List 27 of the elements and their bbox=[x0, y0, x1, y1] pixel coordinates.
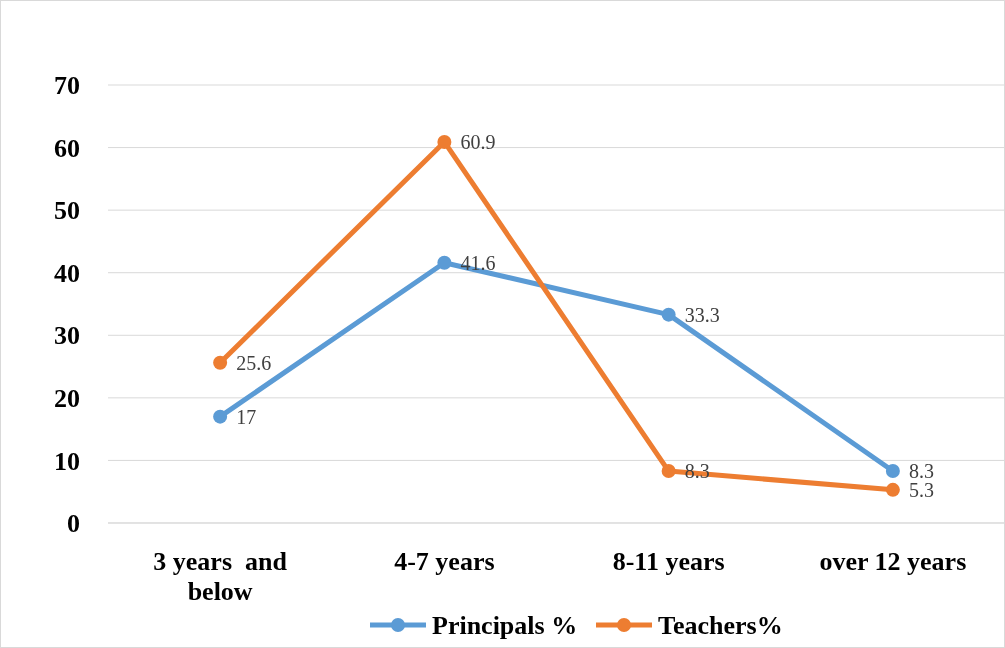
legend-label: Principals % bbox=[432, 611, 578, 641]
x-tick-label: 4-7 years bbox=[394, 547, 495, 576]
point bbox=[437, 134, 452, 149]
point bbox=[437, 255, 452, 270]
y-tick-label: 60 bbox=[54, 133, 80, 163]
y-tick-label: 0 bbox=[67, 509, 80, 539]
point bbox=[885, 482, 900, 497]
y-tick-label: 50 bbox=[54, 196, 80, 226]
x-tick-label: over 12 years bbox=[819, 547, 967, 576]
y-tick-label: 30 bbox=[54, 321, 80, 351]
data-label: 25.6 bbox=[236, 351, 272, 374]
y-tick-label: 40 bbox=[54, 258, 80, 288]
y-tick-label: 70 bbox=[54, 71, 80, 101]
x-tick-label: 3 years and below bbox=[153, 547, 288, 606]
x-tick-label: 8-11 years bbox=[612, 547, 725, 576]
data-label: 33.3 bbox=[684, 303, 720, 326]
data-label: 41.6 bbox=[460, 251, 496, 274]
point bbox=[213, 355, 228, 370]
legend-label: Teachers% bbox=[658, 611, 783, 641]
point bbox=[661, 464, 676, 479]
y-tick-label: 10 bbox=[54, 446, 80, 476]
point bbox=[885, 464, 900, 479]
data-label: 17 bbox=[236, 405, 257, 428]
data-label: 60.9 bbox=[460, 130, 496, 153]
y-tick-label: 20 bbox=[54, 383, 80, 413]
point bbox=[213, 409, 228, 424]
point bbox=[661, 307, 676, 322]
